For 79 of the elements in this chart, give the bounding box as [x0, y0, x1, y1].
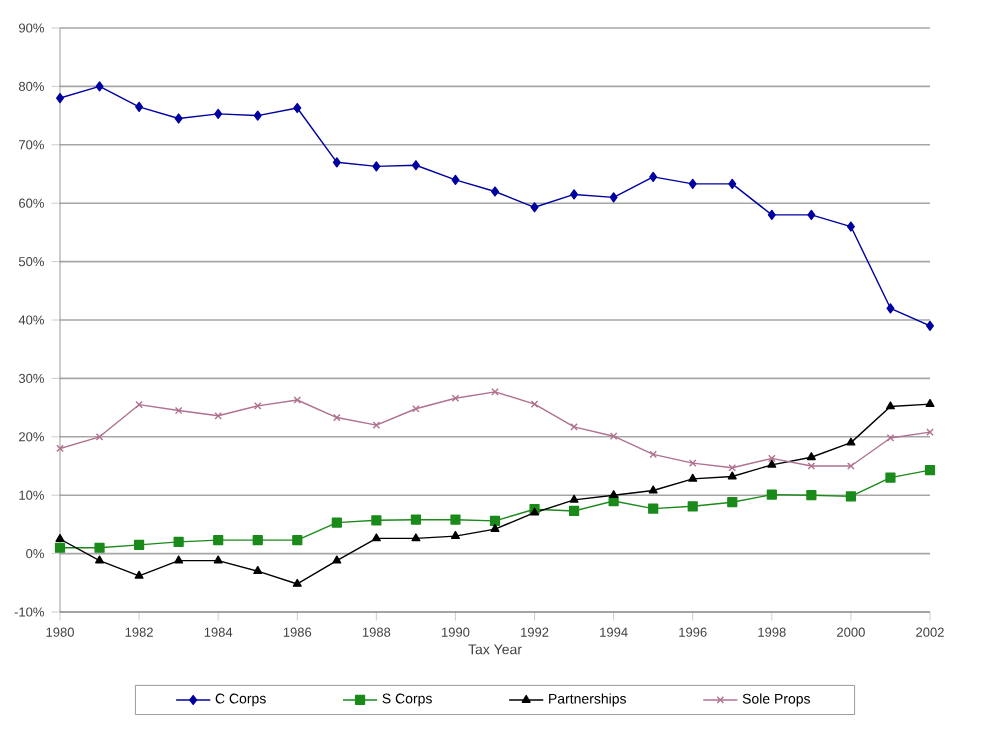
point: [570, 189, 579, 200]
point: [767, 459, 777, 468]
point: [94, 542, 105, 553]
point: [214, 411, 222, 420]
point: [253, 402, 262, 410]
point: [331, 517, 342, 528]
point: [95, 555, 105, 564]
point: [135, 101, 144, 112]
point: [95, 81, 104, 92]
point: [134, 570, 144, 579]
point: [728, 463, 737, 472]
point: [767, 209, 776, 220]
point: [412, 404, 420, 413]
point: [806, 490, 817, 501]
point: [768, 454, 776, 463]
point: [174, 555, 184, 564]
point: [688, 459, 697, 467]
point: [924, 464, 936, 476]
point: [332, 157, 341, 168]
point: [530, 202, 539, 213]
point: [766, 489, 777, 500]
point: [173, 536, 184, 548]
point: [411, 160, 420, 171]
point: [253, 110, 262, 121]
point: [134, 539, 145, 550]
point: [213, 535, 224, 546]
point: [846, 221, 855, 232]
point: [292, 578, 302, 587]
point: [491, 388, 499, 396]
point: [451, 394, 460, 403]
point: [252, 535, 263, 546]
point: [332, 555, 342, 564]
point: [885, 401, 895, 410]
point: [688, 473, 698, 482]
point: [885, 472, 896, 483]
point: [846, 437, 856, 446]
point: [55, 533, 65, 542]
point: [687, 501, 698, 512]
point: [925, 398, 935, 407]
point: [806, 452, 816, 461]
point: [292, 535, 303, 546]
point: [926, 320, 934, 331]
point: [450, 514, 461, 525]
point: [213, 555, 223, 564]
point: [54, 542, 66, 553]
point: [490, 523, 500, 532]
point: [570, 423, 578, 431]
point: [727, 497, 738, 508]
point: [410, 514, 422, 525]
point: [569, 494, 579, 503]
point: [609, 432, 618, 441]
point: [648, 503, 659, 514]
point: [727, 471, 737, 480]
point: [253, 566, 263, 575]
point: [450, 530, 460, 539]
point: [728, 178, 737, 190]
point: [845, 491, 857, 502]
point: [174, 113, 183, 124]
point: [372, 161, 381, 172]
point: [649, 450, 657, 459]
point: [648, 485, 658, 494]
point: [847, 462, 855, 470]
point: [56, 92, 65, 104]
point: [568, 505, 580, 517]
point: [807, 209, 816, 220]
point: [609, 192, 618, 203]
point: [491, 186, 499, 197]
point: [688, 178, 697, 190]
point: [174, 406, 183, 415]
point: [886, 303, 895, 314]
point: [489, 515, 501, 526]
point: [411, 533, 421, 542]
point: [214, 108, 223, 119]
point: [293, 102, 302, 114]
point: [649, 171, 658, 183]
point: [451, 174, 460, 185]
point: [371, 533, 381, 542]
point: [371, 515, 382, 526]
point: [609, 490, 619, 499]
